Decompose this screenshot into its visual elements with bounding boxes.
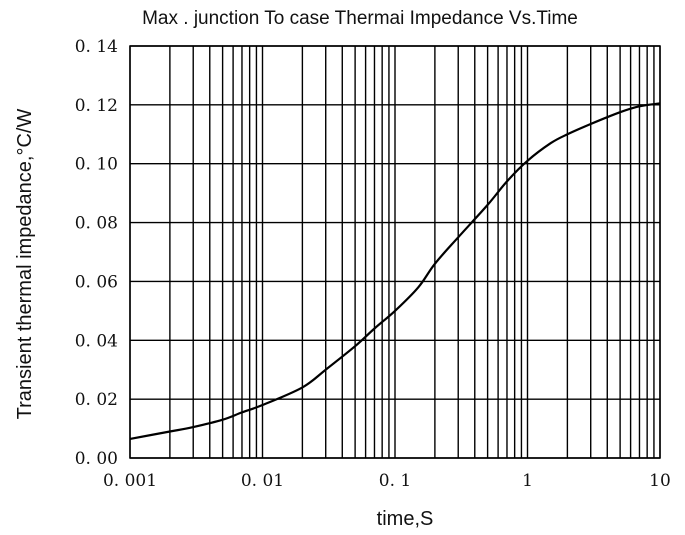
x-tick-label: 0. 1	[379, 471, 411, 491]
y-tick-label: 0. 00	[75, 449, 118, 469]
x-tick-label: 0. 01	[241, 471, 284, 491]
series	[129, 102, 661, 440]
x-tick-label: 1	[522, 471, 533, 491]
y-tick-label: 0. 10	[75, 155, 118, 175]
grid	[129, 45, 661, 459]
y-tick-label: 0. 02	[75, 390, 118, 410]
x-tick-label: 0. 001	[103, 471, 157, 491]
chart-title: Max . junction To case Thermai Impedance…	[142, 8, 578, 29]
y-tick-label: 0. 06	[75, 272, 118, 292]
series-line	[129, 102, 661, 440]
x-tick-label: 10	[649, 471, 671, 491]
y-tick-label: 0. 14	[75, 37, 118, 57]
y-axis-label: Transient thermal impedance,°C/W	[14, 109, 36, 420]
y-tick-label: 0. 04	[75, 331, 118, 351]
tick-labels: 0. 001 0. 01 0. 1 1 10 0. 00 0. 02 0. 04 0. 06 0.…	[75, 37, 671, 491]
x-axis-label: time,S	[377, 508, 434, 530]
y-tick-label: 0. 12	[75, 96, 118, 116]
plot-frame	[129, 45, 661, 459]
y-tick-label: 0. 08	[75, 214, 118, 234]
